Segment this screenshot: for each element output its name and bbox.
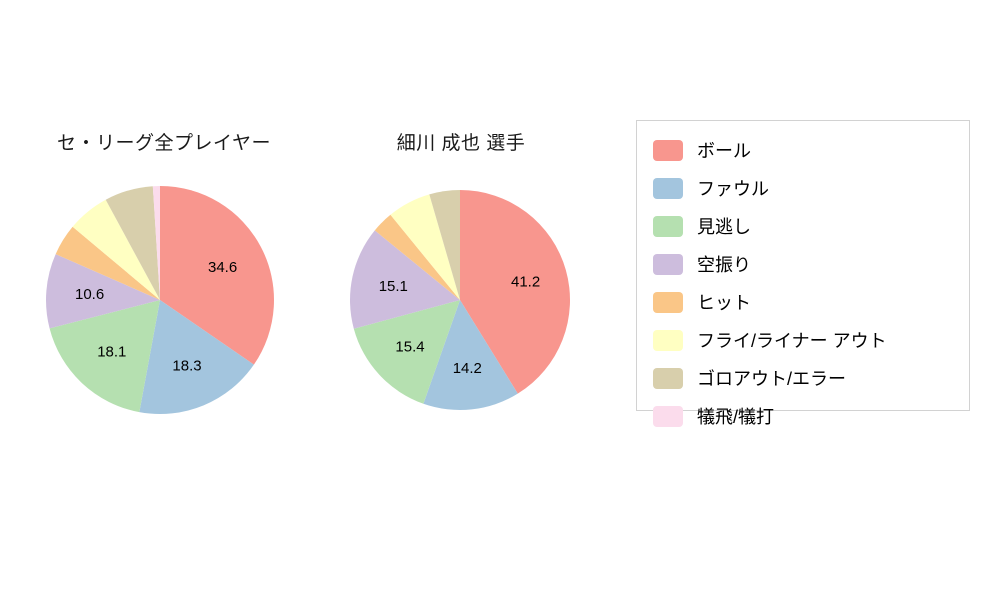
legend-swatch bbox=[653, 177, 683, 199]
legend-swatch bbox=[653, 139, 683, 161]
legend-label: ボール bbox=[697, 141, 751, 161]
pie-chart-player: 41.2 14.2 15.4 15.1 bbox=[350, 190, 571, 411]
pie-slice-5 bbox=[72, 199, 160, 300]
legend-item: ボール bbox=[653, 137, 969, 163]
legend: ボールファウル見逃し空振りヒットフライ/ライナー アウト ゴロアウト/エラー 犠飛/… bbox=[636, 120, 970, 427]
legend-label: 犠飛/犠打 bbox=[697, 407, 775, 427]
slice-value-label: 34.6 bbox=[208, 259, 237, 276]
slice-value-label: 41.2 bbox=[511, 273, 540, 290]
pie-slice-6 bbox=[105, 186, 160, 300]
legend-item: ゴロアウト/エラー bbox=[653, 365, 969, 391]
slice-value-label: 18.3 bbox=[172, 357, 201, 374]
pie-slice-0 bbox=[160, 186, 274, 365]
chart-title-league: セ・リーグ全プレイヤー bbox=[57, 133, 271, 154]
legend-label: 見逃し bbox=[697, 217, 751, 237]
pie-slice-1 bbox=[423, 300, 518, 411]
slice-value-label: 15.1 bbox=[379, 278, 408, 295]
pie-slice-7 bbox=[152, 185, 160, 300]
legend-swatch bbox=[653, 215, 683, 237]
pie-slice-2 bbox=[49, 300, 160, 413]
legend-item: 犠飛/犠打 bbox=[653, 403, 969, 429]
pie-slice-4 bbox=[374, 214, 460, 300]
chart-title-player: 細川 成也 選手 bbox=[396, 133, 526, 154]
pie-slice-3 bbox=[350, 230, 460, 329]
legend-swatch bbox=[653, 253, 683, 275]
legend-item: 空振り bbox=[653, 251, 969, 277]
legend-swatch bbox=[653, 329, 683, 351]
legend-item: 見逃し bbox=[653, 213, 969, 239]
pie-slice-2 bbox=[353, 300, 460, 404]
legend-label: ゴロアウト/エラー bbox=[697, 369, 847, 389]
slice-value-label: 10.6 bbox=[75, 286, 104, 303]
slice-value-label: 18.1 bbox=[97, 344, 126, 361]
legend-label: ファウル bbox=[697, 179, 769, 199]
pie-slice-3 bbox=[45, 254, 160, 329]
pie-chart-league: 34.6 18.3 18.1 10.6 bbox=[45, 185, 274, 414]
legend-item: ヒット bbox=[653, 289, 969, 315]
legend-label: フライ/ライナー アウト bbox=[697, 331, 887, 351]
legend-swatch bbox=[653, 405, 683, 427]
pie-slice-1 bbox=[139, 300, 254, 414]
legend-label: 空振り bbox=[697, 255, 751, 275]
slice-value-label: 15.4 bbox=[395, 338, 424, 355]
legend-swatch bbox=[653, 367, 683, 389]
legend-item: ファウル bbox=[653, 175, 969, 201]
legend-item: フライ/ライナー アウト bbox=[653, 327, 969, 353]
pie-slice-6 bbox=[429, 190, 460, 300]
pie-slice-5 bbox=[390, 194, 460, 300]
pie-slice-0 bbox=[460, 190, 571, 394]
slice-value-label: 14.2 bbox=[453, 360, 482, 377]
legend-items: ボールファウル見逃し空振りヒットフライ/ライナー アウト ゴロアウト/エラー 犠飛/… bbox=[653, 137, 969, 429]
pie-slice-4 bbox=[55, 226, 160, 300]
legend-swatch bbox=[653, 291, 683, 313]
legend-label: ヒット bbox=[697, 293, 751, 313]
